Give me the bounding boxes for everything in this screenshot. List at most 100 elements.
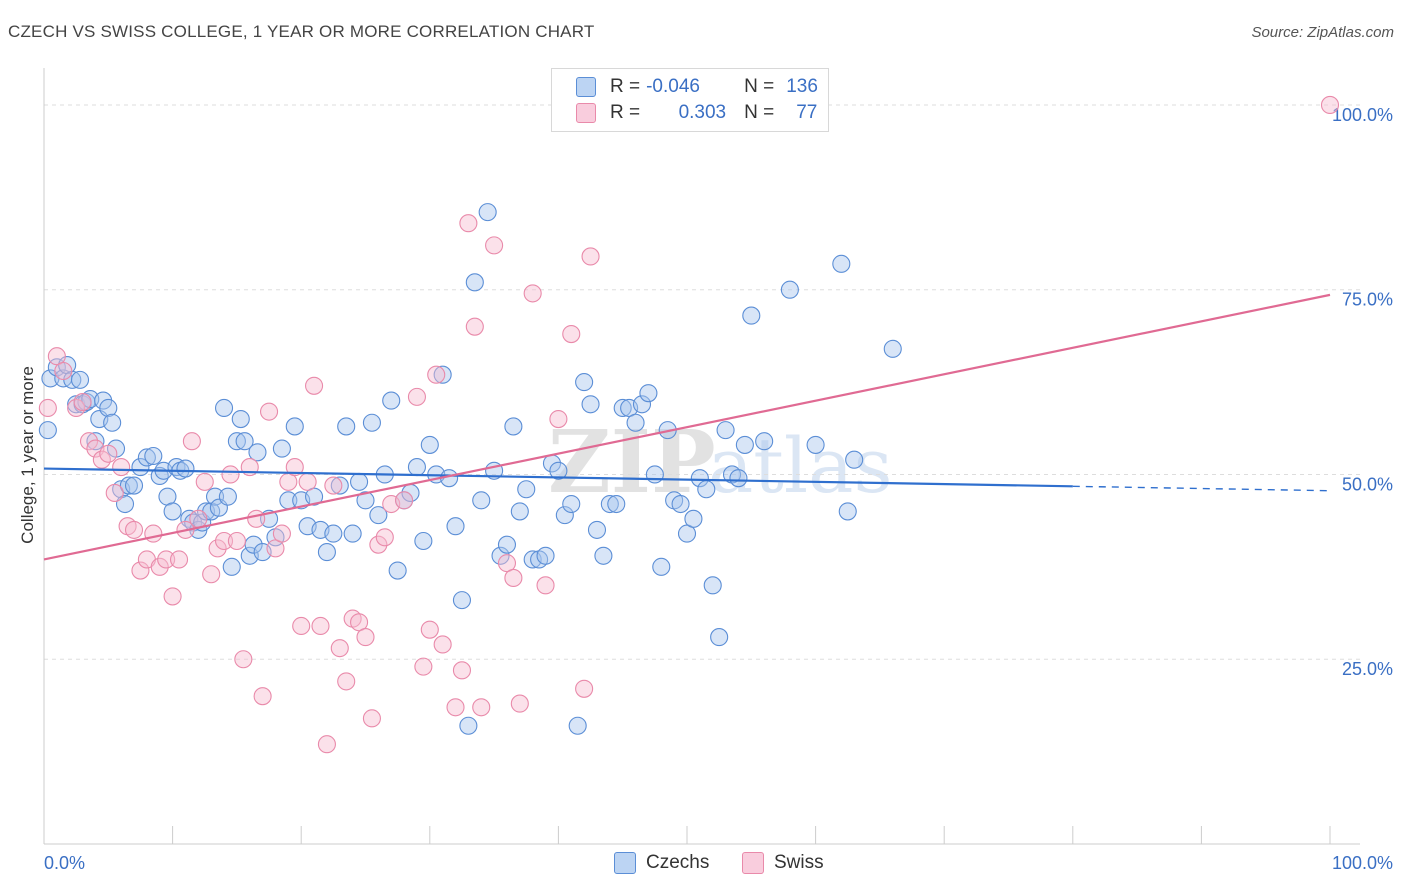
bottom-legend-swiss: Swiss [742,852,824,874]
czechs-point [671,494,690,514]
y-axis-label: College, 1 year or more [18,366,37,544]
swiss-point [227,531,246,551]
czechs-point [568,716,587,735]
swiss-point [452,661,472,680]
czechs-swatch [576,77,596,97]
czechs-point [356,491,375,510]
swiss-point [195,472,214,491]
czechs-point [742,306,761,325]
y-tick-label: 50.0% [1342,474,1393,494]
swiss-point [459,214,478,233]
swiss-point [112,458,131,477]
czechs-point [137,448,156,467]
legend-n-value: 77 [796,102,818,123]
czechs-point [697,480,716,499]
swiss-point [523,284,542,303]
czechs-point [248,443,267,462]
swiss-point [362,709,381,728]
swiss-point [208,539,227,558]
czechs-point [632,395,652,414]
czechs-point [465,273,484,292]
czechs-point [99,398,118,418]
swiss-point [54,361,73,381]
czechs-point [581,395,600,414]
czechs-point [575,373,594,392]
czechs-point [272,439,291,458]
swiss-point [356,628,375,647]
swiss-point [124,520,144,539]
axes [43,68,1360,845]
czechs-point [504,417,523,436]
czechs-trend-line-dashed [1072,485,1331,492]
czechs-point [555,506,574,525]
legend-n-label: N = [744,102,775,123]
swiss-point [562,325,581,344]
czechs-point [562,494,581,514]
czechs-point [626,413,645,432]
swiss-point [163,587,182,606]
x-tick-label: 100.0% [1332,853,1393,873]
czechs-point [176,459,195,478]
czechs-point [86,432,105,451]
swiss-point [330,639,349,658]
swiss-point [38,398,57,418]
czechs-point [536,546,555,565]
czechs-point [832,254,851,273]
tick-labels: 25.0% 50.0% 75.0% 100.0% 0.0% 100.0% [44,105,1393,873]
czechs-point [369,506,388,525]
swiss-point [536,576,555,595]
czechs-point [549,461,568,480]
czechs-point [337,417,356,436]
y-tick-label: 100.0% [1332,105,1393,125]
swiss-point [433,635,452,654]
czechs-point [497,535,517,554]
swiss-point [105,483,124,503]
czechs-point [446,517,465,536]
czechs-point [103,413,122,432]
swiss-point [259,402,279,421]
czechs-point [420,435,439,454]
czechs-point [452,591,472,610]
czechs-point [144,446,163,466]
swiss-point [369,535,388,554]
czechs-point [119,476,138,495]
legend-row-czechs: R = -0.046 N = 136 [576,75,818,99]
swiss-point [337,672,356,691]
legend-r-label: R = [610,102,641,123]
chart-source: Source: ZipAtlas.com [1251,24,1394,41]
swiss-point [375,528,394,547]
czechs-point [343,524,362,543]
czechs-point [227,432,246,451]
swiss-point [144,524,163,543]
swiss-point [472,698,491,717]
swiss-point [504,568,523,587]
czechs-point [703,576,722,595]
swiss-point [73,392,92,412]
czechs-point [317,543,336,562]
swiss-point [305,376,324,395]
czechs-point [684,509,703,528]
swiss-point [465,317,484,336]
swiss-point [189,509,208,528]
czechs-point [330,476,349,495]
czechs-point [222,557,241,576]
czechs-trend-line [43,467,1073,488]
legend-n-value: 136 [786,76,818,97]
swiss-point [99,444,118,463]
czechs-point [607,494,626,514]
czechs-point [218,487,237,506]
swiss-point [414,657,433,676]
czechs-point [124,476,144,495]
czechs-points [38,203,902,735]
swiss-point [169,550,189,569]
correlation-legend: R = -0.046 N = 136 R = 0.303 N = 77 [551,68,829,132]
czechs-point [285,417,304,436]
swiss-point [234,650,253,669]
swiss-point [157,550,176,569]
czechs-point [472,491,491,510]
czechs-point [780,280,799,299]
czechs-point [388,561,407,580]
swiss-point [292,616,311,636]
legend-r-value: -0.046 [646,76,700,97]
